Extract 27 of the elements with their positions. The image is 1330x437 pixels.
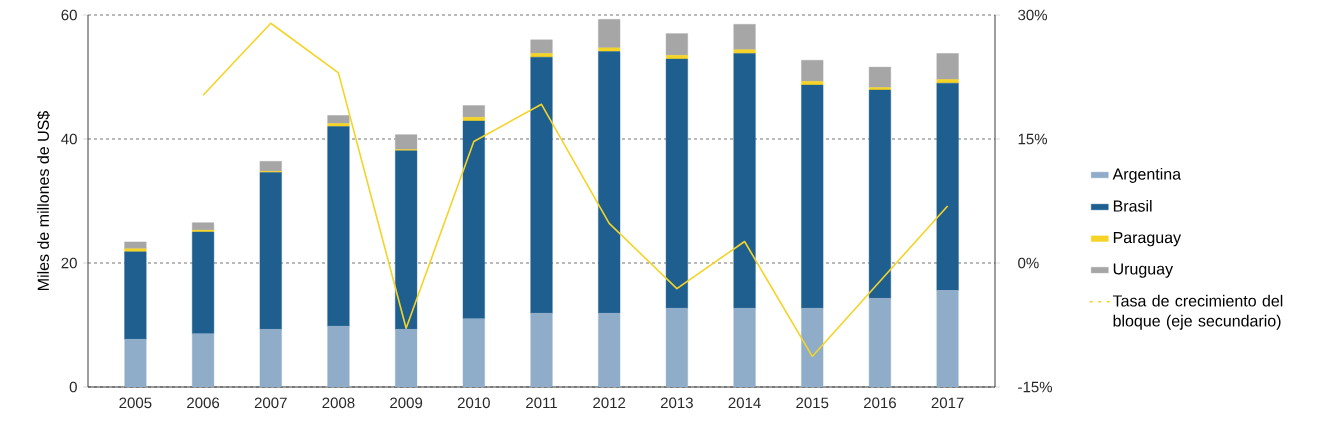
y-tick-label: 60 bbox=[61, 9, 77, 21]
x-tick-label: 2014 bbox=[728, 397, 761, 409]
x-tick-label: 2017 bbox=[931, 397, 964, 409]
y-tick-label: 0 bbox=[69, 381, 77, 393]
x-tick-label: 2005 bbox=[119, 397, 152, 409]
y2-tick-label: 15% bbox=[1018, 133, 1048, 145]
y-axis-title: Miles de millones de US$ bbox=[36, 111, 50, 290]
y2-tick-label: -15% bbox=[1018, 381, 1053, 393]
y-tick-label: 20 bbox=[61, 257, 77, 269]
y2-tick-label: 30% bbox=[1018, 9, 1048, 21]
legend-label: Uruguay bbox=[1113, 263, 1174, 278]
x-tick-label: 2009 bbox=[390, 397, 423, 409]
x-tick-label: 2016 bbox=[864, 397, 896, 409]
x-tick-label: 2013 bbox=[660, 397, 693, 409]
y2-tick-label: 0% bbox=[1018, 257, 1039, 269]
legend-label: Brasil bbox=[1113, 200, 1152, 212]
legend-label: Tasa de crecimiento del bloque (eje secundario) bbox=[1112, 294, 1283, 330]
x-tick-label: 2012 bbox=[593, 397, 626, 409]
legend-label: Paraguay bbox=[1113, 231, 1182, 247]
x-tick-label: 2010 bbox=[457, 397, 490, 409]
x-tick-label: 2015 bbox=[796, 397, 829, 409]
x-tick-label: 2011 bbox=[526, 397, 557, 409]
x-tick-label: 2006 bbox=[187, 397, 220, 409]
legend-label: Argentina bbox=[1112, 168, 1182, 183]
y-tick-label: 40 bbox=[61, 133, 77, 145]
x-tick-label: 2007 bbox=[254, 397, 287, 409]
x-tick-label: 2008 bbox=[322, 397, 355, 409]
